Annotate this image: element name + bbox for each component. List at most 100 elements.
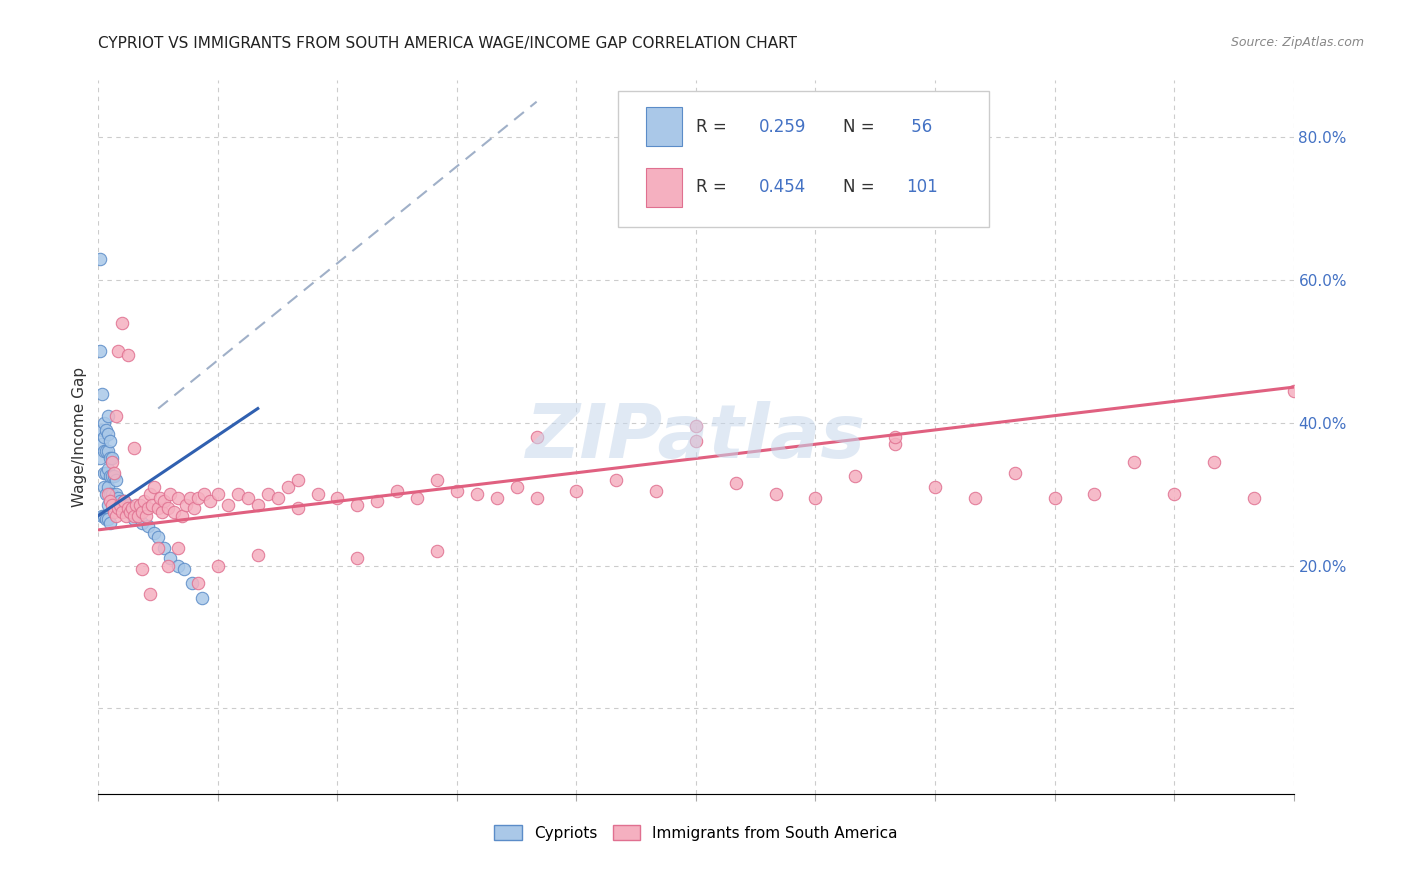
Point — [159, 487, 181, 501]
Point — [97, 512, 120, 526]
Point — [101, 451, 124, 466]
Point — [115, 508, 138, 523]
Point — [91, 437, 114, 451]
Point — [127, 508, 149, 523]
Point — [143, 480, 166, 494]
Point — [924, 480, 946, 494]
Point — [139, 487, 162, 501]
Point — [139, 587, 162, 601]
Point — [110, 498, 132, 512]
Point — [98, 487, 122, 501]
Point — [1004, 466, 1026, 480]
Point — [89, 344, 111, 359]
Point — [187, 576, 209, 591]
Text: R =: R = — [696, 118, 733, 136]
Point — [326, 491, 349, 505]
Point — [844, 469, 866, 483]
Point — [426, 473, 449, 487]
Point — [246, 498, 269, 512]
Point — [187, 491, 209, 505]
Text: 56: 56 — [907, 118, 932, 136]
Point — [153, 494, 176, 508]
Point — [112, 494, 135, 508]
Point — [120, 505, 142, 519]
Point — [143, 526, 166, 541]
Point — [110, 494, 132, 508]
Text: N =: N = — [844, 118, 880, 136]
Point — [226, 487, 249, 501]
Point — [765, 487, 787, 501]
Point — [101, 455, 124, 469]
Point — [685, 434, 707, 448]
Point — [256, 487, 278, 501]
Point — [267, 491, 290, 505]
Point — [136, 501, 159, 516]
Point — [111, 505, 134, 519]
Point — [127, 508, 149, 523]
Point — [103, 491, 125, 505]
Point — [1163, 487, 1185, 501]
Point — [685, 419, 707, 434]
Point — [485, 491, 508, 505]
Point — [96, 466, 118, 480]
Point — [426, 544, 449, 558]
Point — [181, 576, 204, 591]
Point — [174, 498, 197, 512]
Point — [97, 487, 120, 501]
Point — [804, 491, 827, 505]
Point — [1043, 491, 1066, 505]
Point — [346, 498, 368, 512]
Point — [506, 480, 529, 494]
Point — [385, 483, 409, 498]
Point — [103, 505, 125, 519]
Point — [159, 551, 181, 566]
Point — [91, 387, 114, 401]
Point — [105, 487, 128, 501]
Point — [96, 512, 118, 526]
Point — [131, 505, 153, 519]
Point — [112, 494, 135, 508]
Point — [148, 530, 170, 544]
Text: 0.454: 0.454 — [759, 178, 807, 196]
Point — [884, 437, 907, 451]
Point — [107, 501, 129, 516]
Point — [148, 541, 170, 555]
Point — [93, 466, 115, 480]
Point — [1282, 384, 1305, 398]
Point — [103, 466, 125, 480]
Point — [96, 487, 118, 501]
Point — [236, 491, 259, 505]
Point — [93, 508, 115, 523]
Point — [135, 508, 157, 523]
Point — [124, 441, 146, 455]
Point — [277, 480, 299, 494]
Point — [963, 491, 986, 505]
Point — [121, 501, 143, 516]
Point — [117, 498, 139, 512]
Point — [167, 541, 190, 555]
Point — [105, 508, 128, 523]
Point — [183, 501, 205, 516]
Point — [96, 444, 118, 458]
Point — [103, 469, 125, 483]
Text: CYPRIOT VS IMMIGRANTS FROM SOUTH AMERICA WAGE/INCOME GAP CORRELATION CHART: CYPRIOT VS IMMIGRANTS FROM SOUTH AMERICA… — [98, 36, 797, 51]
Point — [141, 498, 163, 512]
Point — [98, 434, 122, 448]
Point — [346, 551, 368, 566]
Point — [120, 505, 142, 519]
Point — [117, 501, 139, 516]
Point — [157, 501, 180, 516]
Point — [287, 501, 309, 516]
Point — [148, 501, 170, 516]
Point — [93, 430, 115, 444]
Point — [124, 508, 146, 523]
Point — [131, 516, 153, 530]
Bar — [645, 107, 682, 146]
Point — [1083, 487, 1105, 501]
Point — [287, 473, 309, 487]
Point — [93, 416, 115, 430]
Point — [167, 491, 190, 505]
Bar — [645, 168, 682, 207]
Point — [605, 473, 627, 487]
Point — [565, 483, 588, 498]
